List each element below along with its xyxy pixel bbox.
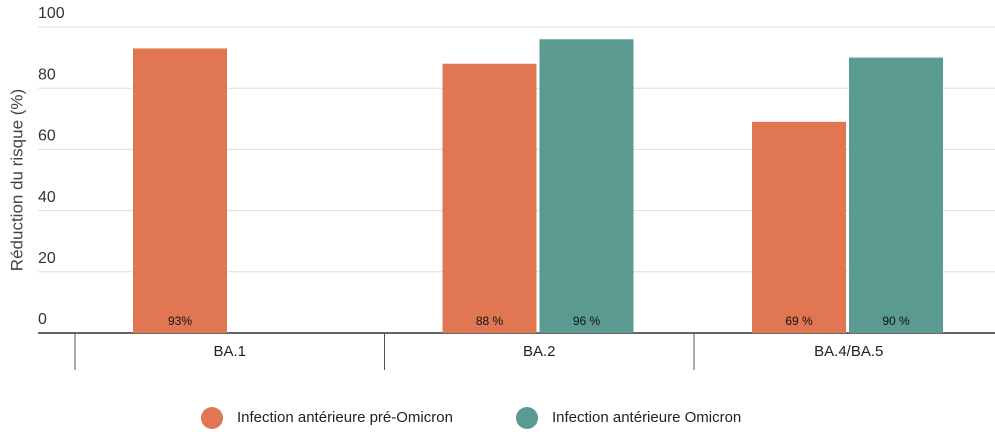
y-tick-label: 80 xyxy=(38,66,56,83)
y-tick-label: 60 xyxy=(38,128,56,145)
legend-label: Infection antérieure pré-Omicron xyxy=(237,409,453,426)
bar xyxy=(539,39,634,334)
y-axis-label: Réduction du risque (%) xyxy=(7,89,26,271)
y-tick-label: 20 xyxy=(38,250,56,267)
bar xyxy=(752,121,846,333)
x-tick-label: BA.2 xyxy=(523,343,556,360)
x-tick-label: BA.4/BA.5 xyxy=(814,343,883,360)
bar xyxy=(849,57,943,333)
y-tick-label: 100 xyxy=(38,5,65,22)
value-label: 69 % xyxy=(785,314,813,328)
value-label: 96 % xyxy=(573,314,601,328)
value-label: 90 % xyxy=(882,314,910,328)
y-tick-label: 40 xyxy=(38,189,56,206)
y-tick-label: 0 xyxy=(38,311,47,328)
x-tick-label: BA.1 xyxy=(213,343,246,360)
bar xyxy=(133,48,227,334)
legend-swatch xyxy=(516,407,538,429)
legend-swatch xyxy=(201,407,223,429)
value-label: 88 % xyxy=(476,314,504,328)
value-label: 93% xyxy=(168,314,192,328)
bar xyxy=(442,63,537,333)
legend-label: Infection antérieure Omicron xyxy=(552,409,741,426)
